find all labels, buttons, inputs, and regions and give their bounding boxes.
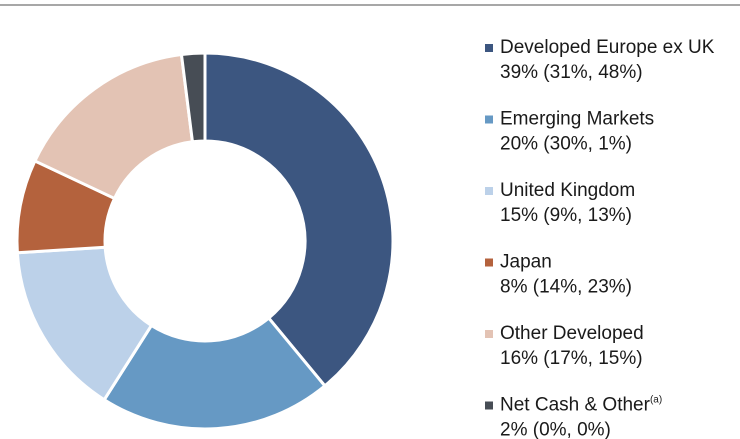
legend-label: Net Cash & Other(a) xyxy=(500,394,662,415)
donut-slice xyxy=(203,51,395,388)
legend-value-label: 15% (9%, 13%) xyxy=(500,205,632,226)
legend-footnote-marker: (a) xyxy=(650,394,662,405)
legend-value-label: 8% (14%, 23%) xyxy=(500,277,632,298)
legend-value-label: 16% (17%, 15%) xyxy=(500,348,643,369)
legend-label: Emerging Markets xyxy=(500,109,654,130)
legend-label-name: Other Developed xyxy=(500,323,644,344)
legend-label-name: Japan xyxy=(500,252,552,273)
legend-swatch xyxy=(485,115,493,124)
donut-slice xyxy=(102,315,327,431)
legend-value-label: 2% (0%, 0%) xyxy=(500,420,611,439)
legend-label: United Kingdom xyxy=(500,180,635,201)
legend-label: Other Developed xyxy=(500,323,644,344)
legend-swatch xyxy=(485,330,493,338)
donut-slice xyxy=(179,51,207,144)
legend-label-name: Developed Europe ex UK xyxy=(500,37,715,58)
legend-value-label: 20% (30%, 1%) xyxy=(500,134,632,155)
legend-label: Developed Europe ex UK xyxy=(500,37,715,58)
legend-label-name: United Kingdom xyxy=(500,180,635,201)
legend-label-name: Emerging Markets xyxy=(500,109,654,130)
legend-value-label: 39% (31%, 48%) xyxy=(500,62,643,83)
legend-swatch xyxy=(485,44,493,52)
legend-label: Japan xyxy=(500,252,552,273)
legend-swatch xyxy=(485,401,493,410)
legend-label-name: Net Cash & Other xyxy=(500,395,651,416)
legend-swatch xyxy=(485,187,493,195)
legend-swatch xyxy=(485,258,493,267)
